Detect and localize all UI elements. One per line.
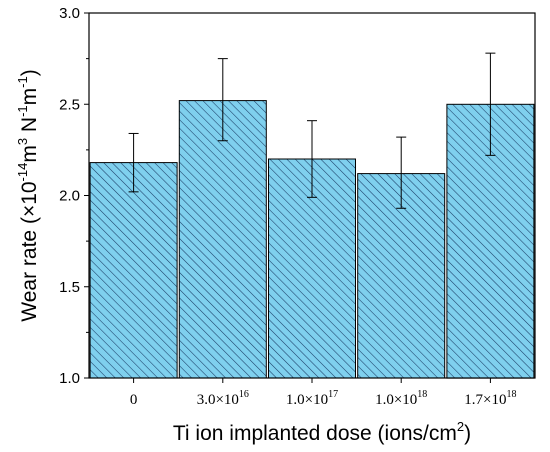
x-tick-label-0: 0 <box>130 392 138 408</box>
bar-0 <box>89 162 178 379</box>
plot-area <box>84 12 536 383</box>
x-tick-label-4: 1.7×1018 <box>464 389 516 408</box>
y-tick-label-2: 2.0 <box>59 188 80 205</box>
x-tick-label-2: 1.0×1017 <box>286 389 338 408</box>
y-tick-label-4: 3.0 <box>59 5 80 22</box>
x-tick-label-1: 3.0×1016 <box>197 389 249 408</box>
y-tick-label-1: 1.5 <box>59 279 80 296</box>
x-tick-label-3: 1.0×1018 <box>375 389 427 408</box>
x-axis-title: Ti ion implanted dose (ions/cm2) <box>173 419 471 445</box>
chart-labels: 0 3.0×1016 1.0×1017 1.0×1018 1.7×1018 1.0 1.5 2… <box>15 5 517 445</box>
y-axis-title: Wear rate (×10-14m3 N-1m-1) <box>15 69 41 321</box>
y-tick-label-0: 1.0 <box>59 370 80 387</box>
bar-1 <box>178 100 267 379</box>
y-tick-label-3: 2.5 <box>59 96 80 113</box>
